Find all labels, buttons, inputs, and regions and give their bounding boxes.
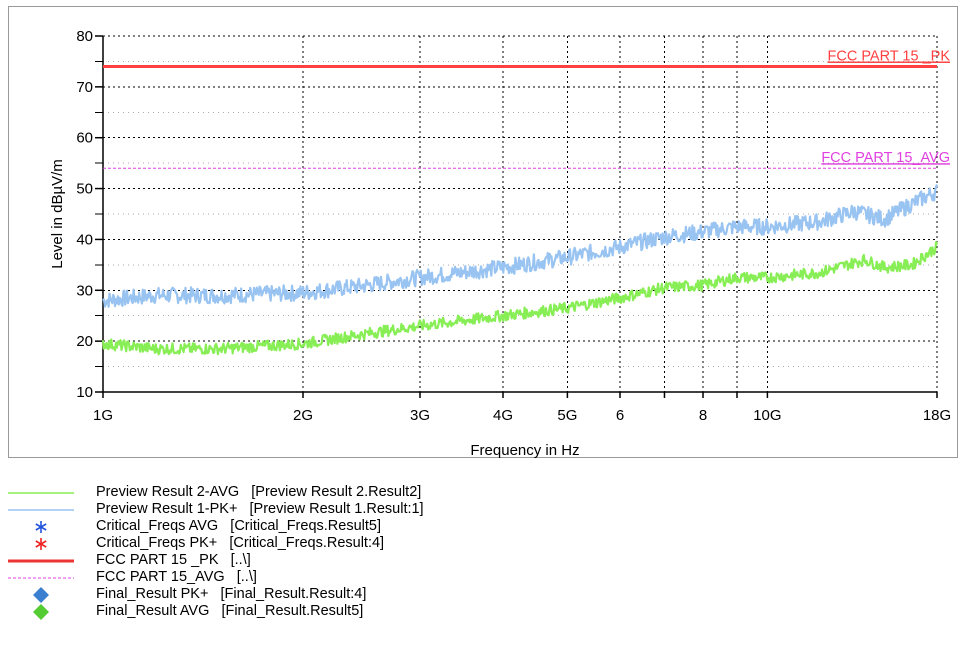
x-tick-label: 4G	[493, 407, 513, 424]
legend-swatch-fcc-avg	[8, 569, 74, 586]
legend-label-final-avg: Final_Result AVG [Final_Result.Result5]	[96, 603, 364, 619]
chart-frame	[8, 6, 958, 458]
legend-swatch-preview-pk	[8, 501, 74, 518]
y-tick-label: 60	[76, 130, 93, 147]
legend-label-preview-avg: Preview Result 2-AVG [Preview Result 2.R…	[96, 484, 422, 500]
asterisk-icon	[8, 518, 74, 535]
diamond-icon	[8, 603, 74, 620]
series-line-preview-avg	[101, 241, 939, 356]
y-tick-label: 20	[76, 333, 93, 350]
legend-label-fcc-pk: FCC PART 15 _PK [..\]	[96, 552, 251, 568]
y-tick-label: 70	[76, 79, 93, 96]
legend-item-preview-pk: Preview Result 1-PK+ [Preview Result 1.R…	[0, 501, 965, 518]
x-tick-label: 2G	[293, 407, 313, 424]
x-tick-label: 8	[699, 407, 707, 424]
x-tick-label: 6	[616, 407, 624, 424]
diamond-icon	[8, 586, 74, 603]
legend-item-fcc-pk: FCC PART 15 _PK [..\]	[0, 552, 965, 569]
x-tick-label: 3G	[410, 407, 430, 424]
legend-item-critical-avg: Critical_Freqs AVG [Critical_Freqs.Resul…	[0, 518, 965, 535]
legend-label-fcc-avg: FCC PART 15_AVG [..\]	[96, 569, 257, 585]
legend-item-final-avg: Final_Result AVG [Final_Result.Result5]	[0, 603, 965, 620]
legend-label-critical-avg: Critical_Freqs AVG [Critical_Freqs.Resul…	[96, 518, 381, 534]
x-tick-label: 10G	[753, 407, 781, 424]
legend-item-final-pk: Final_Result PK+ [Final_Result.Result:4]	[0, 586, 965, 603]
legend-item-preview-avg: Preview Result 2-AVG [Preview Result 2.R…	[0, 484, 965, 501]
y-tick-label: 30	[76, 282, 93, 299]
legend-item-critical-pk: Critical_Freqs PK+ [Critical_Freqs.Resul…	[0, 535, 965, 552]
asterisk-icon	[8, 535, 74, 552]
limit-label-fcc-pk: FCC PART 15 _PK	[828, 49, 951, 65]
y-tick-label: 50	[76, 181, 93, 198]
y-tick-label: 10	[76, 384, 93, 401]
y-axis-title: Level in dBµV/m	[49, 159, 66, 269]
x-tick-label: 1G	[93, 407, 113, 424]
y-tick-label: 40	[76, 231, 93, 248]
legend-label-critical-pk: Critical_Freqs PK+ [Critical_Freqs.Resul…	[96, 535, 385, 551]
limit-label-fcc-avg: FCC PART 15_AVG	[821, 150, 950, 166]
legend-label-final-pk: Final_Result PK+ [Final_Result.Result:4]	[96, 586, 367, 602]
emissions-chart: 10 20 30 40 50 60 70 80 1G 2G 3G 4G 5G 6 8 10G 18G Freque…	[49, 28, 951, 459]
legend-swatch-fcc-pk	[8, 552, 74, 569]
x-tick-label: 18G	[923, 407, 951, 424]
legend-label-preview-pk: Preview Result 1-PK+ [Preview Result 1.R…	[96, 501, 424, 517]
x-tick-label: 5G	[557, 407, 577, 424]
y-tick-label: 80	[76, 28, 93, 45]
x-axis-title: Frequency in Hz	[470, 442, 579, 459]
legend-item-fcc-avg: FCC PART 15_AVG [..\]	[0, 569, 965, 586]
legend-swatch-preview-avg	[8, 484, 74, 501]
series-line-preview-pk	[102, 184, 939, 308]
